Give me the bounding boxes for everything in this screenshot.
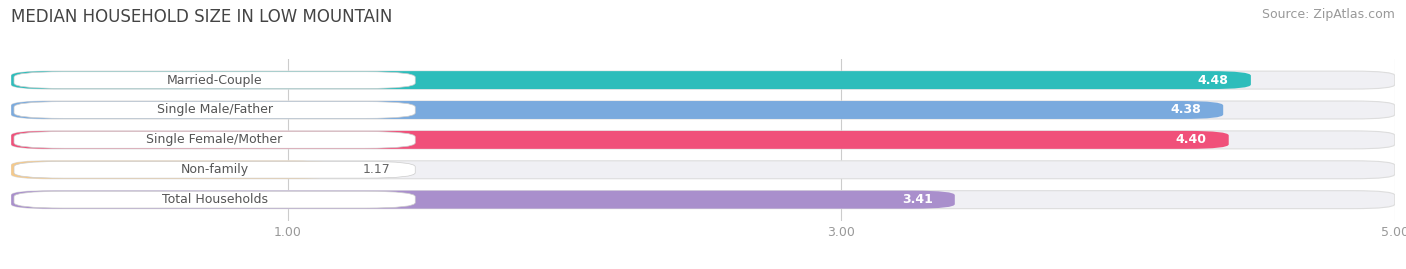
Text: Single Female/Mother: Single Female/Mother (146, 133, 283, 146)
FancyBboxPatch shape (14, 161, 415, 178)
FancyBboxPatch shape (11, 131, 1229, 149)
FancyBboxPatch shape (14, 132, 415, 148)
Text: Source: ZipAtlas.com: Source: ZipAtlas.com (1261, 8, 1395, 21)
FancyBboxPatch shape (11, 71, 1395, 89)
Text: Single Male/Father: Single Male/Father (156, 104, 273, 116)
FancyBboxPatch shape (11, 101, 1395, 119)
Text: 1.17: 1.17 (363, 163, 391, 176)
Text: 3.41: 3.41 (901, 193, 932, 206)
Text: Total Households: Total Households (162, 193, 267, 206)
FancyBboxPatch shape (11, 191, 1395, 209)
FancyBboxPatch shape (11, 131, 1395, 149)
FancyBboxPatch shape (11, 71, 1251, 89)
FancyBboxPatch shape (11, 101, 1223, 119)
FancyBboxPatch shape (11, 191, 955, 209)
Text: Non-family: Non-family (180, 163, 249, 176)
Text: 4.38: 4.38 (1170, 104, 1201, 116)
Text: 4.48: 4.48 (1198, 74, 1229, 87)
FancyBboxPatch shape (14, 102, 415, 118)
FancyBboxPatch shape (11, 161, 335, 179)
FancyBboxPatch shape (14, 191, 415, 208)
FancyBboxPatch shape (11, 161, 1395, 179)
Text: 4.40: 4.40 (1175, 133, 1206, 146)
Text: Married-Couple: Married-Couple (167, 74, 263, 87)
FancyBboxPatch shape (14, 72, 415, 89)
Text: MEDIAN HOUSEHOLD SIZE IN LOW MOUNTAIN: MEDIAN HOUSEHOLD SIZE IN LOW MOUNTAIN (11, 8, 392, 26)
